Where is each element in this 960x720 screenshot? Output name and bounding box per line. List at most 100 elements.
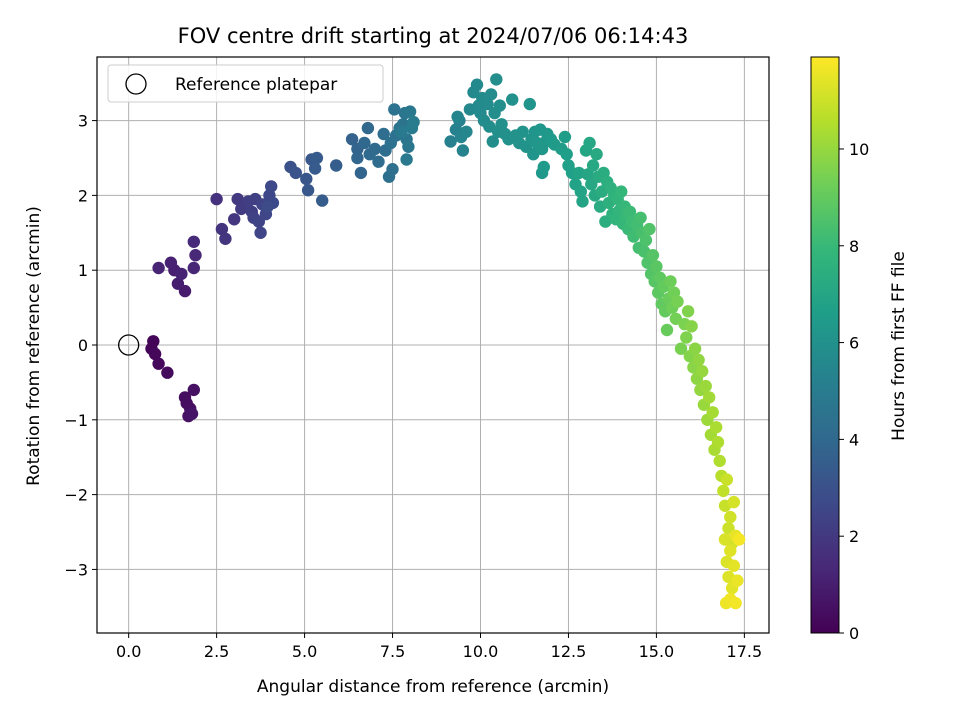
data-point [495,118,508,131]
data-point [351,151,364,165]
data-point [308,162,322,175]
data-point [330,159,343,172]
axes: 0.0 2.5 5.0 7.5 10.0 12.5 15.0 17.5 −3 −2 −1 0 1 2 3 [64,56,770,661]
legend-marker-reference [125,73,147,95]
data-point [152,357,165,370]
data-point [537,160,550,174]
data-point [289,166,302,180]
data-point [358,136,371,150]
data-point [377,127,390,141]
data-point [210,192,223,206]
data-point [402,140,415,153]
x-tick-label: 12.5 [551,642,587,661]
data-point [368,142,382,156]
y-tick-label: −3 [64,560,88,579]
data-point [372,155,385,168]
data-point [696,365,709,378]
colorbar-label: Hours from first FF file [889,251,909,441]
data-point [310,151,324,165]
reference-platepar-marker [118,334,140,356]
data-point [493,99,506,112]
data-point [254,226,267,239]
data-point [574,185,587,198]
data-point [187,261,200,275]
data-point [516,125,529,138]
y-tick-label: −2 [64,486,88,505]
colorbar: 0 2 4 6 8 10 [810,56,869,643]
data-point [685,320,698,333]
data-point [300,172,313,186]
y-tick-label: 3 [78,112,88,131]
x-tick-label: 15.0 [639,642,675,661]
data-point [395,125,408,138]
data-point [171,277,185,290]
colorbar-tick-label: 4 [849,430,859,449]
data-point [486,135,499,148]
chart-title: FOV centre drift starting at 2024/07/06 … [178,24,689,48]
data-point [228,213,241,226]
data-point [576,195,589,208]
data-point [301,184,315,197]
colorbar-tick-label: 8 [849,237,859,256]
x-tick-label: 2.5 [204,642,229,661]
data-point [484,88,498,101]
data-point [660,323,674,337]
data-point [711,436,725,449]
data-point [490,73,503,86]
data-point [634,211,647,224]
data-point [386,163,399,176]
x-tick-label: 17.5 [727,642,763,661]
grid [97,57,769,633]
data-point [727,559,740,572]
data-point [470,78,484,91]
data-point [590,148,603,161]
data-point [710,421,723,434]
legend-entry-reference: Reference platepar [175,75,337,95]
data-point [717,484,730,498]
data-point [189,249,202,262]
y-axis-label: Rotation from reference (arcmin) [24,206,44,486]
data-point [354,166,368,180]
data-point [703,391,716,404]
data-point [646,249,660,262]
data-point [688,342,702,355]
data-point [674,342,688,355]
data-point [650,260,663,273]
data-point [586,159,600,172]
data-point [456,144,470,157]
data-point [187,383,200,397]
x-tick-label: 0.0 [116,642,141,661]
data-point [261,200,274,213]
data-point [506,93,519,106]
y-tick-label: 1 [78,261,88,280]
data-point [187,235,200,248]
x-tick-label: 5.0 [292,642,317,661]
data-point [161,366,174,379]
data-point [731,574,744,587]
legend: Reference platepar [107,64,384,103]
data-point [729,596,742,610]
data-point [219,232,232,245]
colorbar-tick-label: 6 [849,334,859,353]
data-point [732,533,746,546]
data-point [451,110,464,124]
data-point [460,125,473,138]
data-point [388,103,401,116]
data-point [316,194,329,207]
y-tick-label: −1 [64,411,88,430]
y-tick-label: 0 [78,336,88,355]
data-point [175,267,188,281]
data-point [215,222,229,236]
data-point [444,135,457,148]
data-point [699,379,712,393]
data-point [407,115,420,129]
data-point [231,192,244,206]
data-point [681,305,695,318]
data-point [718,533,732,546]
data-point [724,544,737,557]
data-point [727,495,740,509]
data-point [724,510,737,524]
data-point [185,407,199,420]
data-point [152,261,165,275]
